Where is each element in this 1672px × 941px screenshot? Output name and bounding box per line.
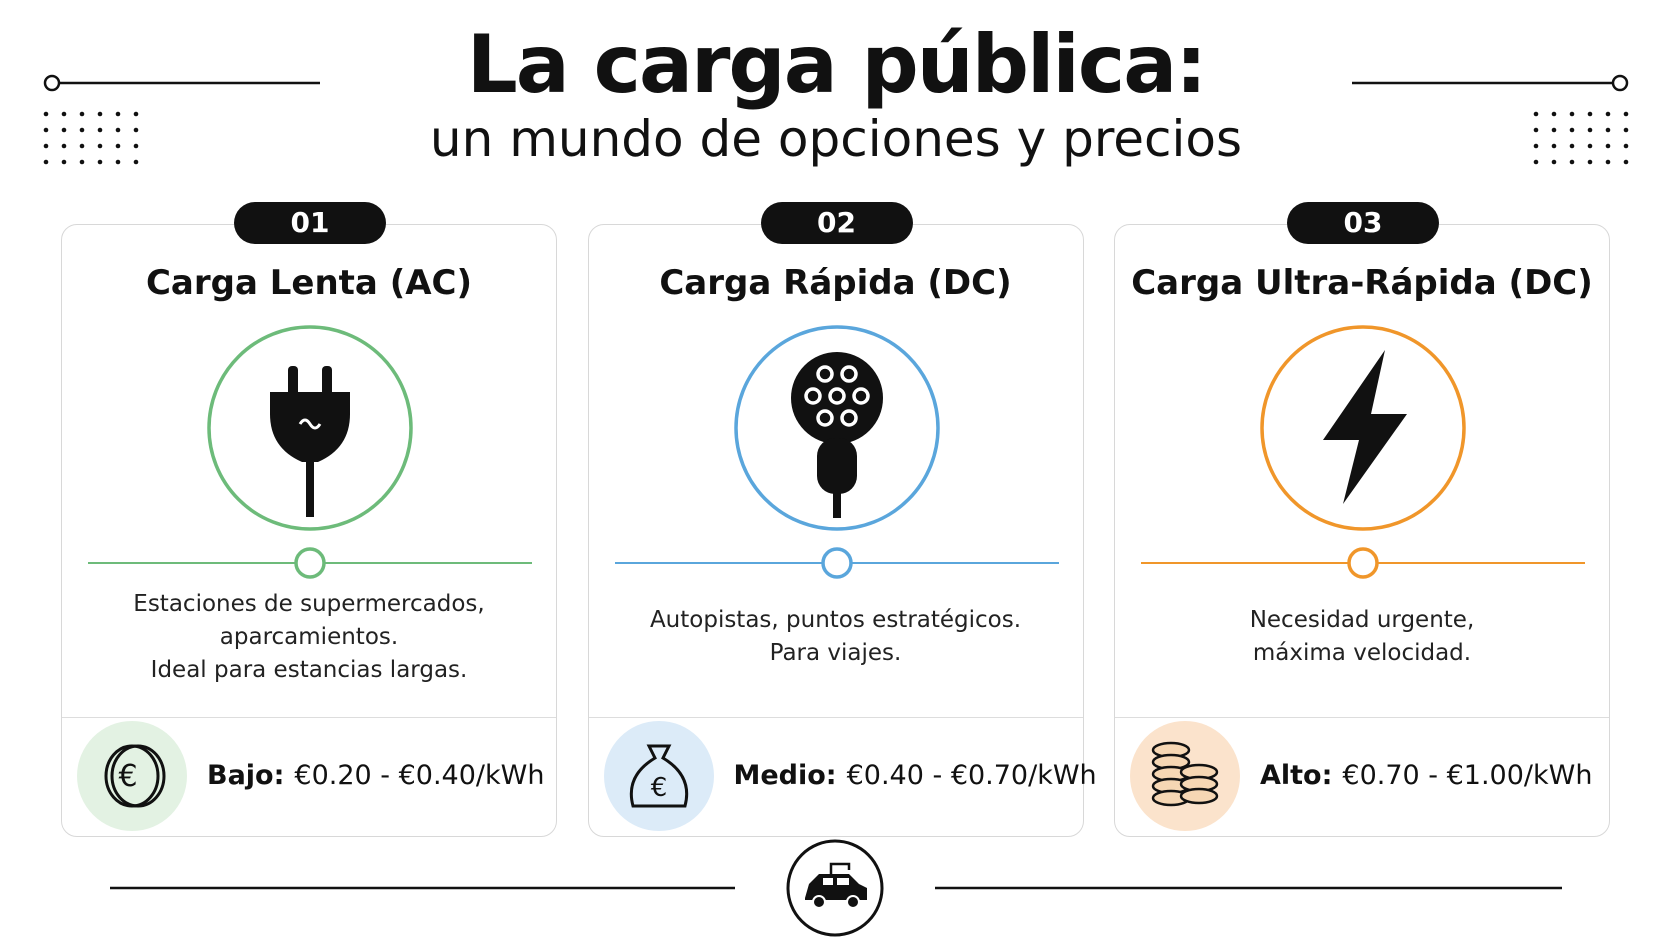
price: Bajo: €0.20 - €0.40/kWh: [207, 760, 544, 791]
dot: [133, 143, 139, 149]
divider: [588, 717, 1083, 718]
dot: [97, 111, 103, 117]
dot: [1551, 111, 1557, 117]
dot: [1623, 127, 1629, 133]
dot: [79, 111, 85, 117]
dot: [133, 111, 139, 117]
svg-text:€: €: [650, 773, 667, 803]
dot: [1533, 159, 1539, 165]
dot: [133, 127, 139, 133]
dot: [115, 111, 121, 117]
price-level: Alto:: [1260, 760, 1333, 791]
card-graphics: [1130, 325, 1585, 831]
dot: [1605, 127, 1611, 133]
card-description: Estaciones de supermercados, aparcamiento…: [62, 588, 556, 687]
dot: [43, 143, 49, 149]
dot: [1623, 143, 1629, 149]
dot: [97, 127, 103, 133]
card-number: 02: [760, 202, 913, 244]
dot: [1605, 143, 1611, 149]
dot: [1587, 143, 1593, 149]
dot: [97, 159, 103, 165]
description-line: Autopistas, puntos estratégicos.: [649, 607, 1022, 633]
dot: [1569, 111, 1575, 117]
dot: [1569, 159, 1575, 165]
dot: [61, 111, 67, 117]
dot: [1605, 159, 1611, 165]
dot: [1551, 159, 1557, 165]
price-range: €0.70 - €1.00/kWh: [1342, 760, 1593, 791]
dot: [1605, 111, 1611, 117]
svg-text:€: €: [118, 759, 137, 794]
dot: [61, 159, 67, 165]
dot: [79, 127, 85, 133]
price-level: Medio:: [733, 760, 837, 791]
card: € 01 Carga Lenta (AC) Estaciones de supe…: [61, 202, 557, 837]
dot: [1587, 127, 1593, 133]
dot: [1623, 159, 1629, 165]
card-graphics: €: [603, 325, 1059, 831]
subtitle: un mundo de opciones y precios: [429, 110, 1243, 168]
price-range: €0.20 - €0.40/kWh: [294, 760, 545, 791]
dot: [79, 159, 85, 165]
divider: [1115, 717, 1609, 718]
price-level: Bajo:: [207, 760, 285, 791]
dot: [1551, 127, 1557, 133]
card-title: Carga Lenta (AC): [145, 263, 473, 303]
dot: [61, 143, 67, 149]
dot: [1587, 111, 1593, 117]
dot: [43, 111, 49, 117]
dot: [115, 143, 121, 149]
card-title: Carga Rápida (DC): [659, 263, 1012, 303]
dot: [97, 143, 103, 149]
dot: [133, 159, 139, 165]
dot: [1569, 127, 1575, 133]
card-number: 01: [234, 202, 386, 244]
dot: [1533, 127, 1539, 133]
dot: [43, 159, 49, 165]
price: Medio: €0.40 - €0.70/kWh: [734, 760, 1097, 791]
dot: [1533, 143, 1539, 149]
dot: [115, 159, 121, 165]
dot: [1569, 143, 1575, 149]
dot: [43, 127, 49, 133]
card-description: Autopistas, puntos estratégicos. Para via…: [589, 604, 1083, 670]
dot: [79, 143, 85, 149]
dot: [1623, 111, 1629, 117]
card: € 02 Carga Rápida (DC) Autopistas, punto…: [587, 202, 1097, 837]
dot: [1533, 111, 1539, 117]
description-line: Ideal para estancias largas.: [150, 656, 468, 683]
price-range: €0.40 - €0.70/kWh: [846, 760, 1097, 791]
card-title: Carga Ultra-Rápida (DC): [1131, 263, 1593, 303]
dot: [61, 127, 67, 133]
card-number: 03: [1287, 202, 1439, 244]
description-line: Necesidad urgente,: [1249, 607, 1475, 633]
dot: [1587, 159, 1593, 165]
dot: [1551, 143, 1557, 149]
card: 03 Carga Ultra-Rápida (DC) Necesidad urg…: [1114, 202, 1610, 837]
price: Alto: €0.70 - €1.00/kWh: [1260, 760, 1592, 791]
divider: [62, 717, 556, 718]
dot: [115, 127, 121, 133]
title: La carga pública:: [466, 18, 1208, 111]
description-line: máxima velocidad.: [1252, 640, 1472, 666]
card-description: Necesidad urgente, máxima velocidad.: [1115, 604, 1609, 670]
description-line: Estaciones de supermercados,: [133, 590, 485, 617]
description-line: Para viajes.: [769, 640, 902, 666]
card-graphics: €: [77, 325, 532, 831]
description-line: aparcamientos.: [219, 623, 399, 650]
